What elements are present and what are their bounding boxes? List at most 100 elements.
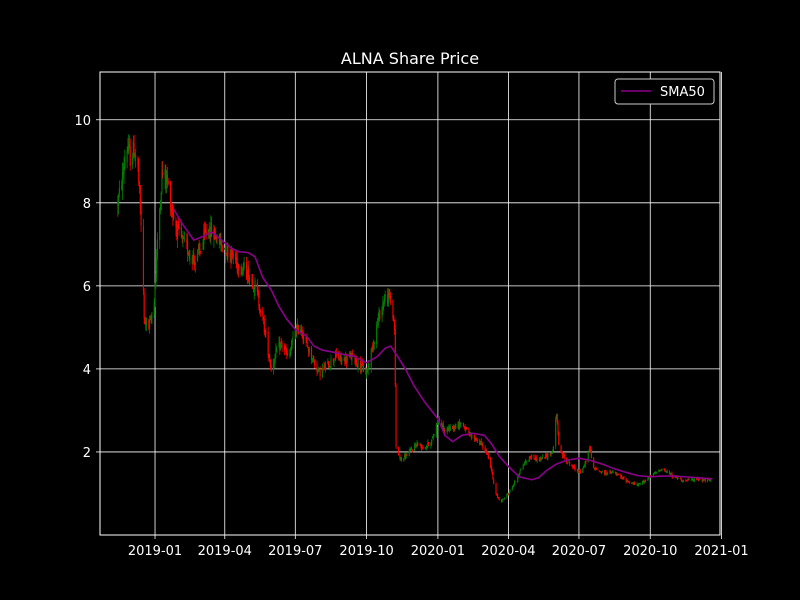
candle-body [382,302,384,309]
x-tick-label: 2020-10 [623,544,677,559]
candle-body [604,471,606,474]
candle-body [476,439,478,442]
candle-body [199,249,201,251]
candle-body [328,365,330,368]
candle-body [685,479,687,481]
candle-body [352,353,354,354]
candle-body [448,425,451,431]
candle-body [677,477,679,479]
candle-body [262,316,265,320]
candle-body [614,471,616,474]
candle-body [686,480,688,482]
candle-body [155,273,157,287]
candle-body [511,486,513,490]
candle-body [495,483,497,495]
candle-body [701,480,703,481]
candle-body [616,473,618,475]
candle-body [318,369,320,370]
legend-box [614,78,715,105]
candle-body [490,458,492,467]
candle-body [433,434,435,437]
candle-body [194,262,196,265]
candle-body [442,423,444,432]
candle-body [265,332,267,334]
candle-body [405,453,407,459]
candle-body [536,458,538,462]
candle-body [600,471,602,473]
candle-body [327,361,329,365]
candle-body [167,180,169,185]
candle-body [376,324,378,344]
candle-body [151,316,153,318]
candle-body [655,471,657,473]
candle-body [464,426,466,431]
candle-body [595,468,597,469]
candle-body [166,174,168,183]
candle-body [414,445,416,451]
candle-body [474,438,476,440]
candle-body [648,477,650,479]
candle-body [237,263,239,269]
candle-body [525,460,527,463]
candle-body [444,429,446,432]
candle-body [573,465,575,469]
candle-body [562,454,564,458]
candle-body [143,292,145,319]
candle-body [194,260,196,266]
candle-body [676,477,678,479]
candle-body [148,319,150,329]
candle-body [500,499,502,502]
candle-body [508,492,510,495]
candle-body [691,479,693,481]
x-tick-label: 2019-04 [198,544,252,559]
candle-body [513,484,515,486]
candle-body [609,471,611,473]
candle-body [138,182,141,188]
candle-body [248,268,250,282]
candle-body [681,479,683,482]
candle-body [383,302,385,305]
candle-body [153,302,155,316]
candle-body [459,422,461,427]
candle-body [247,268,249,278]
candle-body [652,474,654,476]
candle-body [687,478,689,480]
candle-body [621,476,623,478]
candle-body [492,473,494,480]
candle-body [411,450,413,451]
candle-body [661,468,663,471]
candle-body [205,230,207,235]
candle-body [314,361,316,366]
candle-body [448,426,450,431]
candle-body [593,467,595,470]
candle-body [453,425,455,430]
candle-body [593,458,595,468]
candle-body [225,246,227,255]
candle-body [547,453,549,458]
candle-body [428,442,430,446]
candle-body [339,355,341,359]
candle-body [142,226,144,292]
candle-body [338,359,341,361]
candle-body [377,317,379,325]
candle-body [246,278,248,280]
candle-body [252,280,254,289]
candle-body [663,468,665,471]
candle-body [539,458,541,462]
candle-body [311,347,313,360]
candle-body [313,358,315,361]
candle-body [159,206,161,211]
candle-body [300,329,303,333]
candle-body [625,478,627,482]
candle-body [512,485,514,487]
x-tick-label: 2020-01 [411,544,465,559]
y-tick-label: 8 [83,197,91,212]
candle-body [333,360,335,363]
candle-body [692,478,694,480]
candle-body [546,454,548,458]
candle-body [631,482,633,484]
candle-body [498,498,500,501]
candle-body [258,294,260,307]
candle-body [666,471,668,473]
candle-body [398,453,400,455]
